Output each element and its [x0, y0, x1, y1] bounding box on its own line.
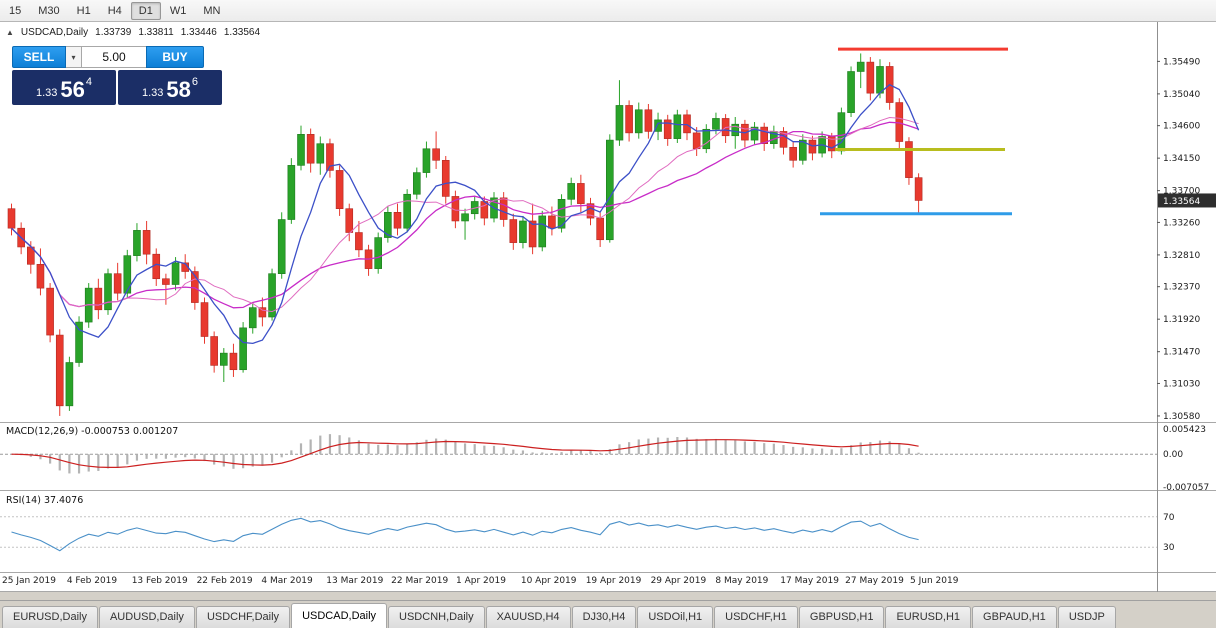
- price-chart-canvas[interactable]: 1.354901.350401.346001.341501.337001.332…: [0, 22, 1216, 592]
- chart-tab-usdchf-h1[interactable]: USDCHF,H1: [714, 606, 798, 628]
- buy-button[interactable]: BUY: [146, 46, 204, 68]
- ma-mid-line: [11, 116, 919, 313]
- ma-fast-line: [11, 83, 920, 345]
- chart-tab-gbpusd-h1[interactable]: GBPUSD,H1: [798, 606, 885, 628]
- current-price-tag-value: 1.33564: [1163, 197, 1200, 207]
- date-axis-label: 17 May 2019: [780, 576, 839, 586]
- macd-pane: [0, 434, 1157, 474]
- macd-axis-label: 0.00: [1163, 450, 1183, 460]
- price-axis-label: 1.32370: [1163, 283, 1200, 293]
- chart-window: 1.35490 1.35040 1.34600 1.34150 1.33700 1.332…: [0, 22, 1216, 592]
- collapse-panel-icon[interactable]: ▲: [6, 28, 14, 37]
- price-axis-label: 1.35490: [1163, 57, 1200, 67]
- quote-high: 1.33811: [138, 27, 174, 38]
- timeframe-button-h4[interactable]: H4: [107, 4, 122, 17]
- price-axis-label: 1.32810: [1163, 251, 1200, 261]
- chart-tab-usdjp[interactable]: USDJP: [1057, 606, 1116, 628]
- macd-axis-label: -0.007057: [1163, 483, 1209, 493]
- macd-axis-label: 0.005423: [1163, 425, 1206, 435]
- bid-price-prefix: 1.33: [35, 87, 58, 99]
- date-axis-label: 10 Apr 2019: [521, 576, 577, 586]
- rsi-line: [11, 517, 919, 552]
- bid-price-pips: 56: [60, 77, 85, 102]
- volume-input[interactable]: 5.00: [82, 46, 146, 68]
- chart-tab-usdcad-daily[interactable]: USDCAD,Daily: [291, 603, 388, 628]
- chart-tab-gbpaud-h1[interactable]: GBPAUD,H1: [972, 606, 1057, 628]
- timeframe-toolbar: 15 M30 H1 H4 D1 W1 MN: [0, 0, 1216, 22]
- date-axis-label: 1 Apr 2019: [456, 576, 506, 586]
- volume-dropdown-button[interactable]: ▾: [66, 46, 82, 68]
- ma-slow-line: [11, 121, 919, 309]
- timeframe-button-15[interactable]: 15: [9, 4, 22, 17]
- chart-tab-usdchf-daily[interactable]: USDCHF,Daily: [195, 606, 291, 628]
- date-axis-label: 19 Apr 2019: [586, 576, 642, 586]
- date-axis-label: 4 Mar 2019: [261, 576, 313, 586]
- rsi-indicator-label: RSI(14) 37.4076: [6, 495, 83, 506]
- date-axis-label: 22 Feb 2019: [197, 576, 253, 586]
- quote-open: 1.33739: [95, 27, 132, 38]
- timeframe-button-mn[interactable]: MN: [203, 4, 221, 17]
- ask-price-display[interactable]: 1.33 58 6: [118, 70, 222, 105]
- ask-price-prefix: 1.33: [141, 87, 164, 99]
- rsi-axis-label: 30: [1163, 543, 1175, 553]
- chart-tab-dj30-h4[interactable]: DJ30,H4: [571, 606, 637, 628]
- date-axis-label: 25 Jan 2019: [2, 576, 56, 586]
- date-axis-label: 13 Mar 2019: [326, 576, 383, 586]
- ask-price-pips: 58: [166, 77, 191, 102]
- date-axis-label: 22 Mar 2019: [391, 576, 448, 586]
- price-axis-label: 1.34150: [1163, 154, 1200, 164]
- date-axis-label: 8 May 2019: [715, 576, 768, 586]
- chart-tab-audusd-daily[interactable]: AUDUSD,Daily: [98, 606, 195, 628]
- chart-tab-eurusd-daily[interactable]: EURUSD,Daily: [2, 606, 98, 628]
- price-axis-label: 1.31470: [1163, 348, 1200, 358]
- bid-price-point: 4: [85, 76, 93, 88]
- current-price-tag: [1158, 193, 1216, 208]
- rsi-pane: [0, 516, 1157, 552]
- chart-tab-usdoil-h1[interactable]: USDOil,H1: [637, 606, 714, 628]
- chart-tab-usdcnh-daily[interactable]: USDCNH,Daily: [388, 606, 485, 628]
- bid-price-display[interactable]: 1.33 56 4: [12, 70, 116, 105]
- macd-signal-line: [11, 439, 919, 468]
- macd-indicator-label: MACD(12,26,9) -0.000753 0.001207: [6, 426, 178, 437]
- price-axis-label: 1.33260: [1163, 218, 1200, 228]
- price-axis-label: 1.34600: [1163, 122, 1200, 132]
- quote-close: 1.33564: [223, 27, 261, 38]
- chart-symbol-label: USDCAD,Daily: [20, 27, 89, 38]
- one-click-trading-panel: SELL ▾ 5.00 BUY 1.33 56 4 1.33 58 6: [12, 46, 226, 105]
- timeframe-button-h1[interactable]: H1: [76, 4, 91, 17]
- chart-tab-eurusd-h1[interactable]: EURUSD,H1: [885, 606, 972, 628]
- date-axis-label: 4 Feb 2019: [67, 576, 118, 586]
- date-axis-label: 29 Apr 2019: [651, 576, 707, 586]
- rsi-axis-label: 70: [1163, 513, 1175, 523]
- chart-tab-bar: EURUSD,Daily AUDUSD,Daily USDCHF,Daily USDC…: [0, 600, 1216, 628]
- price-axis-label: 1.35040: [1163, 90, 1200, 100]
- price-axis-label: 1.33700: [1163, 187, 1200, 197]
- sell-button[interactable]: SELL: [12, 46, 66, 68]
- timeframe-button-m30[interactable]: M30: [38, 4, 60, 17]
- date-axis-label: 5 Jun 2019: [910, 576, 959, 586]
- chevron-down-icon: ▾: [71, 52, 76, 62]
- timeframe-button-w1[interactable]: W1: [169, 4, 187, 17]
- timeframe-button-d1[interactable]: D1: [130, 1, 161, 20]
- price-axis-label: 1.31030: [1163, 379, 1200, 389]
- chart-header: ▲ USDCAD,Daily 1.33739 1.33811 1.33446 1…: [6, 27, 260, 38]
- date-axis-label: 13 Feb 2019: [132, 576, 188, 586]
- ask-price-point: 6: [191, 76, 199, 88]
- date-axis-label: 27 May 2019: [845, 576, 904, 586]
- quote-low: 1.33446: [180, 27, 217, 38]
- price-axis-label: 1.30580: [1163, 412, 1200, 422]
- chart-tab-xauusd-h4[interactable]: XAUUSD,H4: [485, 606, 571, 628]
- price-axis-label: 1.31920: [1163, 315, 1200, 325]
